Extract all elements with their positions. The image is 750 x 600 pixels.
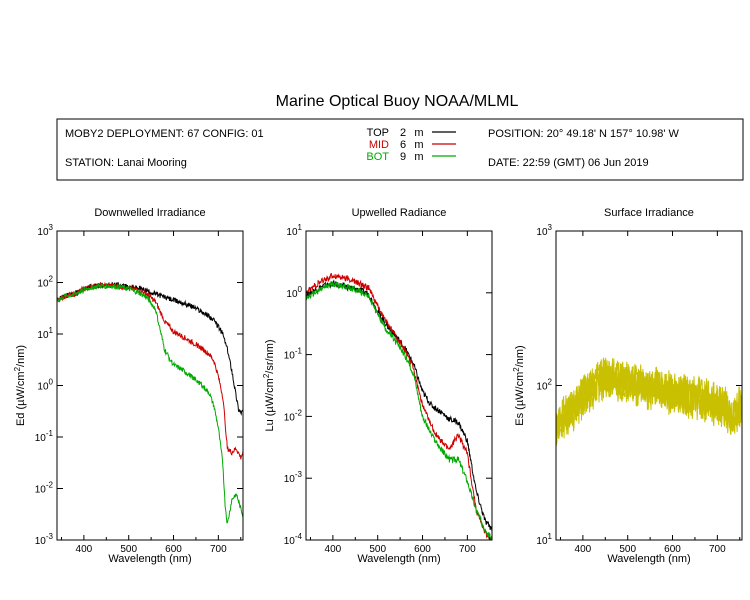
downwelled-ytick-label: 102 bbox=[37, 275, 53, 290]
surface-title: Surface Irradiance bbox=[604, 207, 694, 219]
downwelled-series-top bbox=[57, 281, 243, 416]
surface-series-trace-4 bbox=[556, 358, 742, 442]
surface-ytick-label: 102 bbox=[536, 378, 552, 393]
downwelled-xtick-label: 600 bbox=[165, 544, 182, 555]
upwelled-ytick-label: 10-3 bbox=[284, 470, 303, 485]
upwelled-ytick-label: 10-4 bbox=[284, 532, 303, 547]
surface-xtick-label: 700 bbox=[709, 544, 726, 555]
downwelled-chart: Downwelled Irradiance 400 500 600 700 10-3 10-… bbox=[13, 207, 244, 565]
deployment-text: MOBY2 DEPLOYMENT: 67 CONFIG: 01 bbox=[65, 128, 264, 140]
upwelled-ytick-label: 10-1 bbox=[284, 347, 303, 362]
downwelled-ytick-label: 100 bbox=[37, 378, 53, 393]
downwelled-ytick-label: 10-1 bbox=[35, 429, 54, 444]
upwelled-ytick-label: 10-2 bbox=[284, 408, 303, 423]
downwelled-ylabel: Ed (µW/cm2/nm) bbox=[13, 345, 27, 426]
downwelled-xtick-label: 500 bbox=[120, 544, 137, 555]
downwelled-ytick-label: 10-2 bbox=[35, 481, 54, 496]
upwelled-ylabel: Lu (µW/cm2/sr/nm) bbox=[262, 339, 276, 431]
downwelled-ytick-label: 10-3 bbox=[35, 532, 54, 547]
legend-unit-mid: m bbox=[414, 139, 423, 151]
upwelled-xtick-label: 700 bbox=[459, 544, 476, 555]
upwelled-ytick-label: 101 bbox=[286, 223, 302, 238]
legend-depth-mid: 6 bbox=[400, 139, 406, 151]
legend-label-bot: BOT bbox=[366, 151, 389, 163]
legend-unit-bot: m bbox=[414, 151, 423, 163]
upwelled-series-mid bbox=[306, 273, 492, 540]
downwelled-series-bot bbox=[57, 282, 243, 524]
surface-xtick-label: 600 bbox=[664, 544, 681, 555]
station-text: STATION: Lanai Mooring bbox=[65, 157, 187, 169]
surface-ylabel: Es (µW/cm2/nm) bbox=[512, 345, 526, 425]
downwelled-plot-frame bbox=[56, 230, 244, 541]
legend-depth-top: 2 bbox=[400, 127, 406, 139]
downwelled-title: Downwelled Irradiance bbox=[94, 207, 205, 219]
date-text: DATE: 22:59 (GMT) 06 Jun 2019 bbox=[488, 157, 649, 169]
upwelled-xtick-label: 500 bbox=[369, 544, 386, 555]
surface-xtick-label: 500 bbox=[619, 544, 636, 555]
depth-legend: TOP 2 m MID 6 m BOT 9 m bbox=[366, 127, 456, 163]
upwelled-xlabel: Wavelength (nm) bbox=[357, 553, 440, 565]
legend-label-mid: MID bbox=[369, 139, 389, 151]
surface-ytick-label: 101 bbox=[536, 532, 552, 547]
upwelled-xtick-label: 400 bbox=[325, 544, 342, 555]
upwelled-plot-frame bbox=[305, 230, 493, 541]
upwelled-ytick-label: 100 bbox=[286, 285, 302, 300]
upwelled-series-bot bbox=[306, 280, 492, 540]
surface-chart: Surface Irradiance 400 500 600 700 101 102 103 W… bbox=[512, 207, 743, 565]
upwelled-title: Upwelled Radiance bbox=[352, 207, 447, 219]
legend-depth-bot: 9 bbox=[400, 151, 406, 163]
upwelled-xtick-label: 600 bbox=[414, 544, 431, 555]
legend-unit-top: m bbox=[414, 127, 423, 139]
position-text: POSITION: 20° 49.18' N 157° 10.98' W bbox=[488, 128, 680, 140]
chart-panels: Downwelled Irradiance 400 500 600 700 10-3 10-… bbox=[13, 207, 743, 565]
downwelled-series-mid bbox=[57, 281, 243, 460]
info-box-frame bbox=[56, 118, 744, 181]
surface-xlabel: Wavelength (nm) bbox=[607, 553, 690, 565]
downwelled-ytick-label: 101 bbox=[37, 326, 53, 341]
legend-label-top: TOP bbox=[367, 127, 389, 139]
info-box: MOBY2 DEPLOYMENT: 67 CONFIG: 01 STATION:… bbox=[56, 118, 744, 181]
downwelled-xlabel: Wavelength (nm) bbox=[108, 553, 191, 565]
upwelled-series-top bbox=[306, 279, 492, 533]
downwelled-xtick-label: 700 bbox=[210, 544, 227, 555]
downwelled-ytick-label: 103 bbox=[37, 223, 53, 238]
surface-xtick-label: 400 bbox=[575, 544, 592, 555]
upwelled-chart: Upwelled Radiance 400 500 600 700 10-4 10-3 10-… bbox=[262, 207, 493, 565]
downwelled-xtick-label: 400 bbox=[76, 544, 93, 555]
surface-ytick-label: 103 bbox=[536, 223, 552, 238]
figure-title: Marine Optical Buoy NOAA/MLML bbox=[276, 93, 519, 110]
